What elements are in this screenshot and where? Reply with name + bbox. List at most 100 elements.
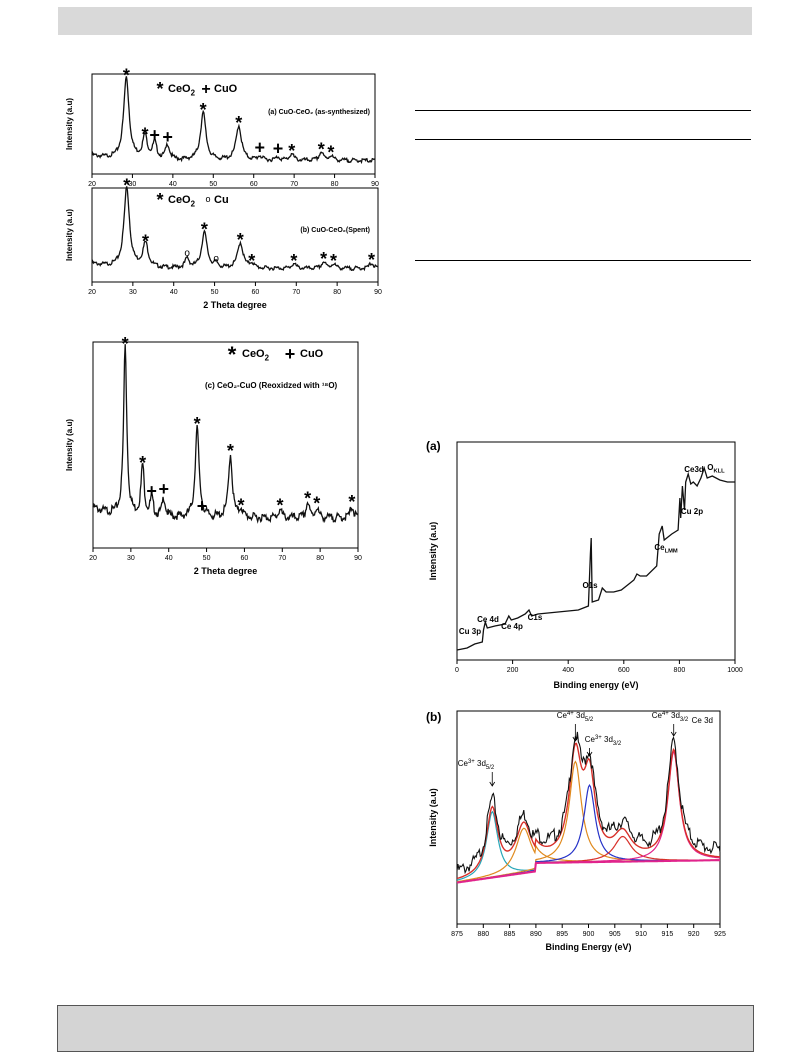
xrd-b-xtick-label: 50	[211, 289, 219, 296]
xrd-c-xtick-label: 70	[278, 555, 286, 562]
xps-survey-peak-label: CeLMM	[654, 543, 678, 554]
xrd-c-xtick-label: 40	[165, 555, 173, 562]
xrd-a-peak-marker-star: *	[288, 141, 295, 161]
xrd-a-peak-marker-star: *	[327, 143, 334, 163]
annotation-c: (c) CeO₂-CuO (Reoxidzed with ¹⁸O)	[205, 381, 338, 390]
legend-cu-label: Cu	[214, 194, 229, 206]
xps-ce3d-peak-annotation: Ce3+ 3d3/2	[585, 735, 622, 747]
xrd-a-xtick-label: 60	[250, 181, 258, 188]
xrd-c-xlabel: 2 Theta degree	[194, 566, 258, 576]
xps-survey-xlabel: Binding energy (eV)	[553, 680, 638, 690]
xrd-c-xtick-label: 90	[354, 555, 362, 562]
xrd-a-peak-marker-plus: +	[162, 127, 173, 147]
xps-ce3d-xtick-label: 880	[477, 931, 489, 938]
xrd-b-xtick-label: 90	[374, 289, 382, 296]
xps-survey-peak-label: OKLL	[707, 463, 725, 474]
xps-survey-chart: 0 200 400 600 800 1000 Intensity (a.u) Binding …	[426, 439, 743, 690]
xrd-b-frame	[91, 187, 379, 283]
xrd-chart-a: 20 30 40 50 60 70 80 90** + +**+ + * * *Intensity (a.…	[65, 66, 379, 188]
legend-cu-circle: o	[205, 194, 210, 204]
xps-ce3d-xtick-label: 875	[451, 931, 463, 938]
xrd-a-peak-marker-star: *	[200, 100, 207, 120]
xrd-c-xtick-label: 60	[241, 555, 249, 562]
footer-band	[57, 1005, 754, 1052]
xps-ce3d-envelope	[456, 742, 721, 880]
xps-survey-peak-label: Cu 2p	[681, 507, 703, 516]
xps-ce3d-measured	[456, 731, 721, 875]
xrd-a-peak-marker-star: *	[123, 66, 130, 86]
xps-survey-ylabel: Intensity (a.u)	[428, 522, 438, 581]
xrd-b-xtick-label: 80	[333, 289, 341, 296]
xps-ce3d-xtick-label: 890	[530, 931, 542, 938]
xrd-b-peak-marker-star: *	[368, 250, 375, 270]
xps-survey-xtick-label: 0	[455, 667, 459, 674]
legend-ceo2-star: *	[228, 342, 237, 367]
xrd-c-xtick-label: 20	[89, 555, 97, 562]
xrd-b-peak-marker-star: *	[201, 220, 208, 240]
xrd-c-peak-marker-star: *	[348, 492, 355, 512]
xps-survey-xtick-label: 200	[507, 667, 519, 674]
xps-survey-panel-label: (a)	[426, 439, 441, 453]
xrd-c-peak-marker-plus: +	[146, 481, 157, 501]
legend-cuo-plus: +	[285, 344, 296, 364]
xps-ce3d-arrowhead	[586, 751, 593, 757]
xrd-b-peak-marker-star: *	[237, 230, 244, 250]
xrd-chart-b: 20 30 40 50 60 70 80 90**o*o** * * * *Intensity (a.…	[65, 176, 382, 310]
xps-ce3d-xlabel: Binding Energy (eV)	[545, 942, 631, 952]
xrd-a-xtick-label: 20	[88, 181, 96, 188]
legend-cuo-plus: +	[201, 81, 210, 98]
table-rule-top	[415, 110, 751, 111]
annotation-b: (b) CuO-CeO₂(Spent)	[300, 227, 370, 234]
xrd-chart-c: 20 30 40 50 60 70 80 90**+ +*+** * * * *Intensity (a…	[65, 334, 362, 576]
xps-survey-xtick-label: 1000	[727, 667, 743, 674]
xps-ce3d-peak-annotation: Ce4+ 3d5/2	[557, 711, 594, 723]
xps-survey-xtick-label: 600	[618, 667, 630, 674]
xrd-c-peak-marker-star: *	[313, 494, 320, 514]
xrd-c-peak-marker-star: *	[139, 453, 146, 473]
xrd-a-xtick-label: 50	[209, 181, 217, 188]
xrd-a-peak-marker-plus: +	[255, 137, 266, 157]
xps-survey-xtick-label: 800	[674, 667, 686, 674]
xrd-a-peak-marker-star: *	[141, 125, 148, 145]
xrd-a-peak-marker-plus: +	[149, 125, 160, 145]
legend-ceo2-label: CeO2	[242, 348, 270, 362]
xrd-a-xtick-label: 40	[169, 181, 177, 188]
xps-ce3d-xtick-label: 895	[556, 931, 568, 938]
xps-ce3d-title: Ce 3d	[692, 716, 713, 725]
xps-ce3d-xtick-label: 915	[662, 931, 674, 938]
xrd-c-peak-marker-plus: +	[159, 479, 170, 499]
xps-ce3d-xtick-label: 920	[688, 931, 700, 938]
xrd-a-xtick-label: 90	[371, 181, 379, 188]
xrd-b-peak-marker-circle: o	[213, 254, 219, 265]
xps-survey-peak-label: Ce 4d	[477, 615, 499, 624]
xrd-b-xtick-label: 40	[170, 289, 178, 296]
table-rule-middle	[415, 139, 751, 140]
xps-survey-peak-label: C1s	[528, 613, 543, 622]
xps-survey-peak-label: O1s	[582, 581, 598, 590]
xrd-b-trace	[91, 186, 379, 272]
xps-ce3d-background	[456, 859, 720, 884]
xps-ce3d-arrowhead	[572, 736, 579, 742]
xrd-c-peak-marker-star: *	[304, 489, 311, 509]
xps-ce3d-ylabel: Intensity (a.u)	[428, 788, 438, 847]
xrd-c-xtick-label: 50	[203, 555, 211, 562]
xrd-b-peak-marker-star: *	[248, 251, 255, 271]
xrd-a-ylabel: Intensity (a.u)	[65, 98, 74, 150]
xrd-a-peak-marker-star: *	[235, 113, 242, 133]
xrd-b-peak-marker-star: *	[330, 251, 337, 271]
legend-ceo2-star: *	[156, 190, 163, 210]
xrd-c-peak-marker-star: *	[227, 441, 234, 461]
xps-ce3d-xtick-label: 900	[583, 931, 595, 938]
xrd-c-xtick-label: 80	[316, 555, 324, 562]
legend-ceo2-label: CeO2	[168, 83, 196, 97]
xrd-c-peak-marker-star: *	[122, 334, 129, 354]
xrd-a-peak-marker-star: *	[318, 139, 325, 159]
annotation-a: (a) CuO-CeO₂ (as-synthesized)	[268, 109, 370, 116]
xrd-a-xtick-label: 80	[331, 181, 339, 188]
xrd-a-peak-marker-plus: +	[273, 138, 284, 158]
xrd-b-xtick-label: 20	[88, 289, 96, 296]
xrd-b-xlabel: 2 Theta degree	[203, 300, 267, 310]
xrd-a-xtick-label: 70	[290, 181, 298, 188]
xps-ce3d-arrowhead	[489, 781, 496, 787]
legend-ceo2-star: *	[156, 79, 163, 99]
